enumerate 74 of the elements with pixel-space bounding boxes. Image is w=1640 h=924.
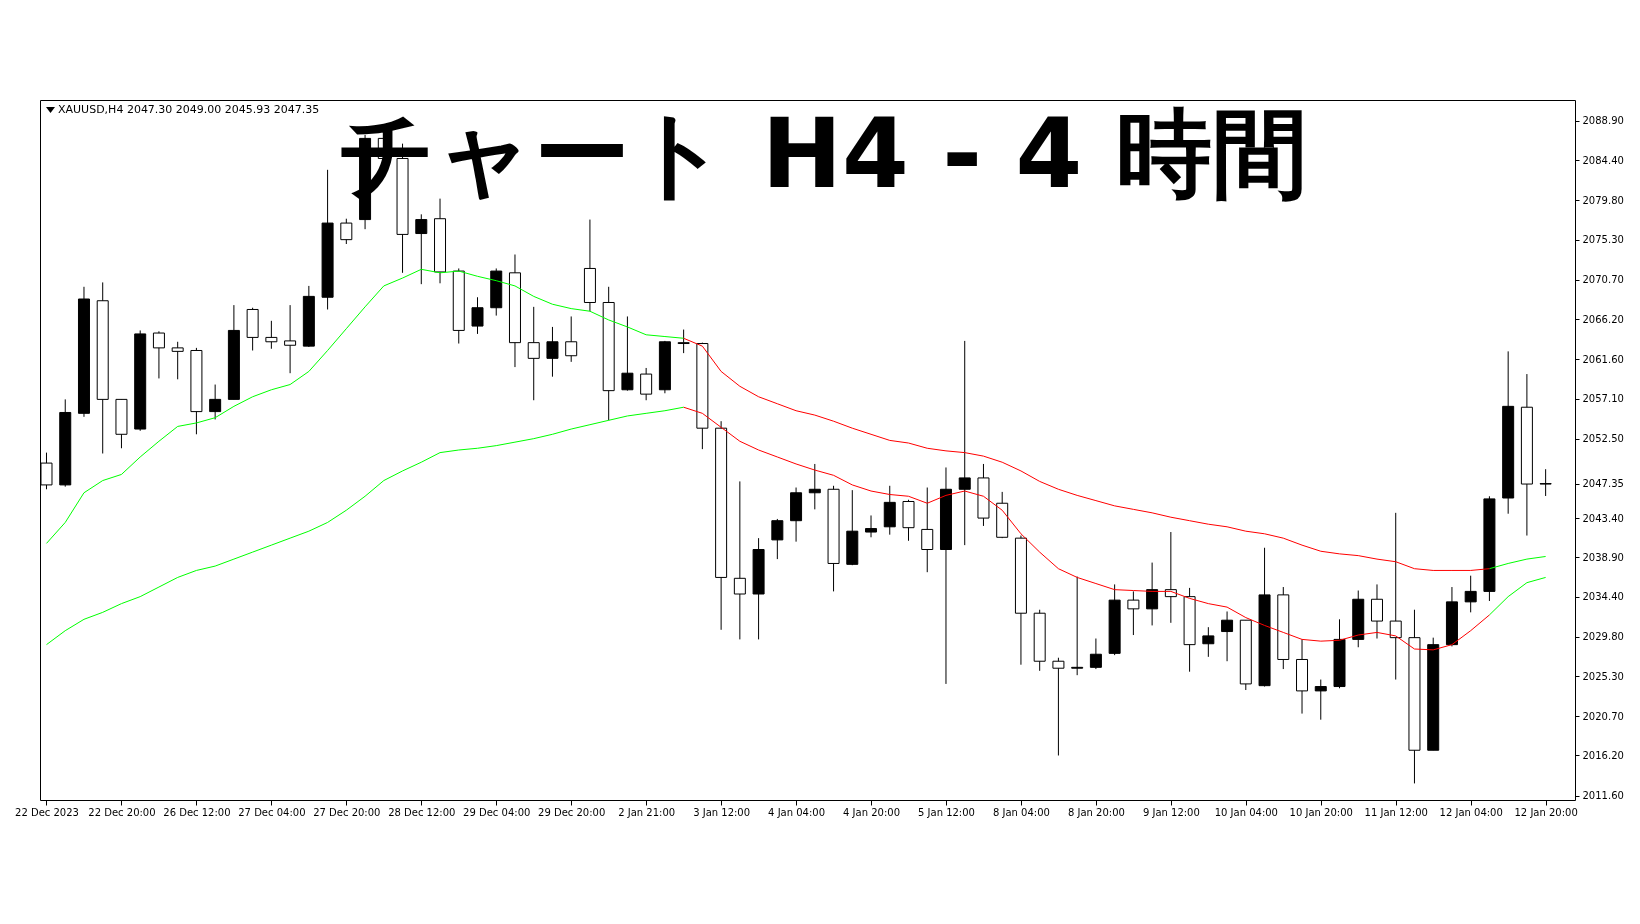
candlestick [284,304,297,374]
candlestick [621,315,634,392]
y-tick-label: 2052.50 [1582,433,1624,445]
x-tick-label: 5 Jan 12:00 [918,806,975,818]
x-tick-label: 12 Jan 04:00 [1439,806,1503,818]
y-tick-label: 2070.70 [1582,274,1624,286]
x-tick-label: 10 Jan 20:00 [1289,806,1353,818]
candlestick [171,341,184,380]
candlestick [1127,590,1140,636]
y-tick-label: 2075.30 [1582,234,1624,246]
y-tick-label: 2034.40 [1582,591,1624,603]
candlestick [471,296,484,335]
x-tick-label: 8 Jan 20:00 [1067,806,1125,818]
x-tick-label: 29 Dec 04:00 [463,806,531,818]
line-series [683,406,1490,651]
x-tick-label: 9 Jan 12:00 [1142,806,1200,818]
candlestick [1370,583,1383,640]
y-tick-label: 2029.80 [1582,631,1624,643]
candlestick [771,518,784,560]
x-tick-label: 10 Jan 04:00 [1214,806,1278,818]
candlestick [865,514,878,538]
candlestick [808,463,821,510]
x-tick-label: 26 Dec 12:00 [163,806,231,818]
y-tick-label: 2066.20 [1582,313,1624,325]
y-tick-label: 2025.30 [1582,670,1624,682]
line-series [683,337,1490,571]
candlestick [340,218,353,245]
x-tick-label: 22 Dec 20:00 [88,806,156,818]
x-tick-label: 3 Jan 12:00 [693,806,751,818]
candlestick [415,213,428,285]
candlestick [1089,638,1102,670]
y-tick-label: 2088.90 [1582,115,1624,127]
x-tick-label: 11 Jan 12:00 [1364,806,1428,818]
x-tick-label: 22 Dec 2023 [15,806,79,818]
candlestick [921,487,934,573]
candlestick [152,330,165,379]
candlestick [209,384,222,420]
y-tick-label: 2011.60 [1582,790,1624,802]
x-tick-label: 28 Dec 12:00 [388,806,456,818]
y-tick-label: 2084.40 [1582,154,1624,166]
y-tick-label: 2047.35 [1582,478,1624,490]
candlestick [1389,512,1402,681]
candlestick [733,480,746,640]
x-tick-label: 12 Jan 20:00 [1514,806,1578,818]
x-tick-label: 27 Dec 04:00 [238,806,306,818]
candlestick [958,340,971,546]
candlestick [677,329,690,354]
candlestick [1539,468,1552,497]
candlestick [1146,562,1159,626]
x-tick-label: 4 Jan 20:00 [843,806,900,818]
candlestick [1464,575,1477,613]
y-tick-label: 2061.60 [1582,353,1624,365]
y-tick-label: 2020.70 [1582,710,1624,722]
y-tick-label: 2079.80 [1582,194,1624,206]
x-tick-label: 27 Dec 20:00 [313,806,381,818]
candlestick [565,315,578,363]
x-tick-label: 29 Dec 20:00 [538,806,606,818]
candlestick [640,367,653,401]
candlestick [1052,657,1065,756]
candlestick [527,306,540,401]
candlestick [1071,576,1084,676]
chart-subtitle: XAUUSD,H4 2047.30 2049.00 2045.93 2047.35 [58,103,320,116]
x-tick-label: 8 Jan 04:00 [992,806,1050,818]
x-tick-label: 4 Jan 04:00 [768,806,826,818]
candlestick [1202,626,1215,658]
y-tick-label: 2057.10 [1582,393,1624,404]
candlestick [1314,679,1327,721]
y-tick-label: 2038.90 [1582,551,1624,563]
candlestick [546,326,559,378]
candlestick [1221,610,1234,662]
y-tick-label: 2016.20 [1582,749,1624,761]
y-tick-label: 2043.40 [1582,512,1624,524]
candlestick [265,320,278,350]
x-tick-label: 2 Jan 21:00 [618,806,676,818]
